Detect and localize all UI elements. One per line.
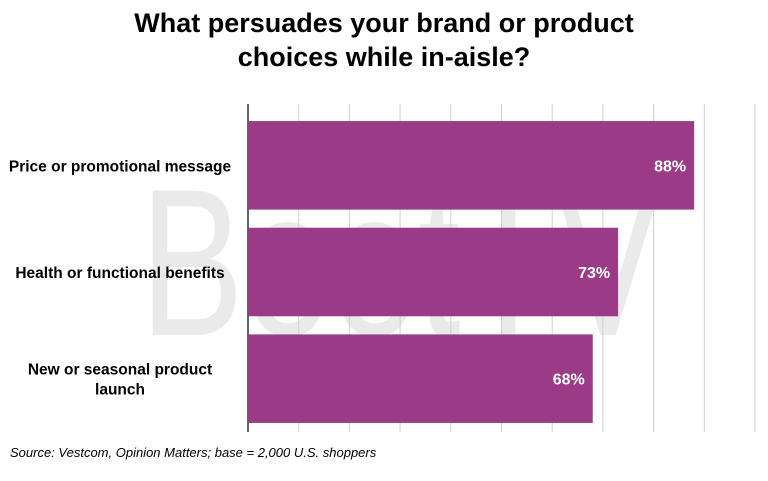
bar <box>248 334 593 423</box>
category-label: launch <box>95 382 145 399</box>
data-label: 88% <box>654 158 686 175</box>
bar <box>248 227 619 317</box>
bars: 88% 73% 68% <box>248 121 695 423</box>
category-label: New or seasonal product <box>28 362 212 379</box>
source-note: Source: Vestcom, Opinion Matters; base =… <box>10 445 377 460</box>
category-label: Price or promotional message <box>9 158 232 175</box>
category-labels: Price or promotional message Health or fu… <box>9 158 232 398</box>
data-label: 68% <box>553 372 585 389</box>
category-label: Health or functional benefits <box>15 265 224 282</box>
chart-title: What persuades your brand or product cho… <box>0 6 768 74</box>
chart-title-line-1: What persuades your brand or product <box>134 8 634 38</box>
bar <box>248 121 695 210</box>
data-label: 73% <box>578 265 610 282</box>
chart-title-line-2: choices while in-aisle? <box>237 42 531 72</box>
